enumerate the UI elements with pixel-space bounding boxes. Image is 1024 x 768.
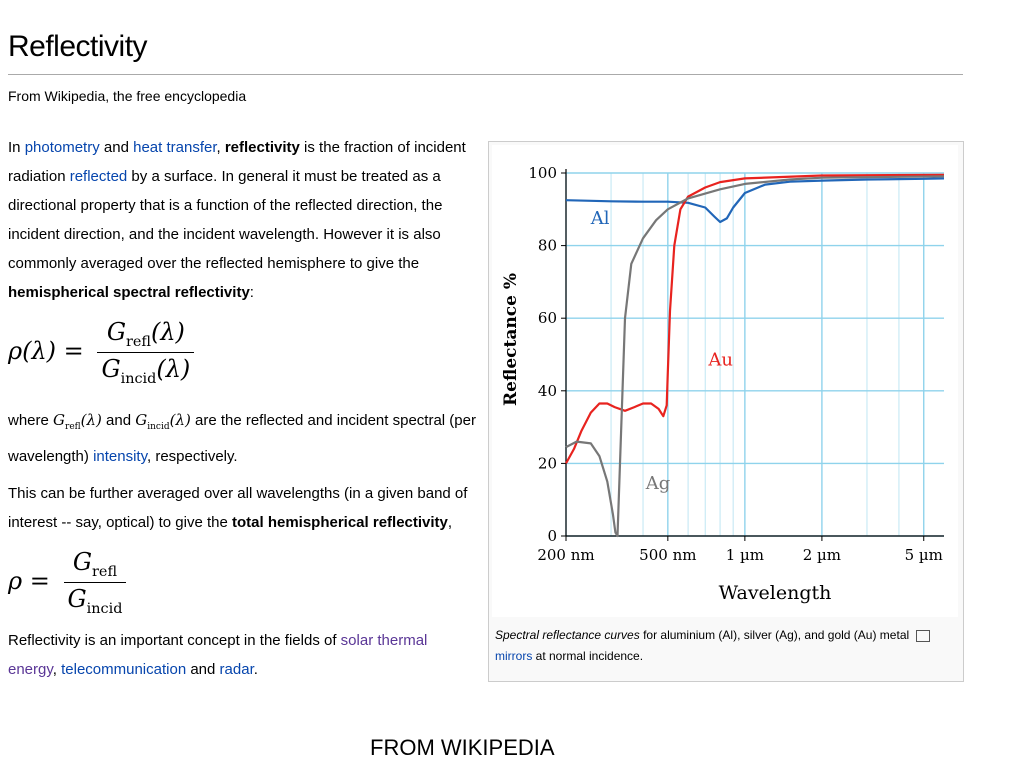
title-divider xyxy=(8,74,963,75)
reflectance-chart: 0 20 40 60 80 100 200 nm 500 nm 1 µm 2 µm 5 µm Wave… xyxy=(501,164,945,604)
figure-thumbnail: 0 20 40 60 80 100 200 nm 500 nm 1 µm 2 µm 5 µm Wave… xyxy=(488,141,964,682)
chart-axes: 0 20 40 60 80 100 200 nm 500 nm 1 µm 2 µm 5 µm Wave… xyxy=(501,164,944,604)
x-tick-label: 500 nm xyxy=(639,546,696,564)
series-line-al xyxy=(565,177,945,224)
closing-paragraph: Reflectivity is an important concept in … xyxy=(8,632,428,678)
series-label-al: Al xyxy=(590,208,610,229)
series-label-au: Au xyxy=(707,349,733,370)
page-title: Reflectivity xyxy=(8,30,148,63)
footer-caption: FROM WIKIPEDIA xyxy=(370,735,555,760)
link-reflected[interactable]: reflected xyxy=(69,168,128,185)
term-hemispherical-spectral-reflectivity: hemispherical spectral reflectivity xyxy=(8,284,250,301)
x-tick-label: 5 µm xyxy=(905,546,943,564)
link-telecommunication[interactable]: telecommunication xyxy=(61,661,187,678)
link-radar[interactable]: radar xyxy=(219,661,254,678)
chart-series xyxy=(565,173,945,538)
series-line-au xyxy=(565,173,945,464)
figure-image[interactable]: 0 20 40 60 80 100 200 nm 500 nm 1 µm 2 µm 5 µm Wave… xyxy=(492,145,958,617)
average-paragraph: This can be further averaged over all wa… xyxy=(8,485,468,531)
intro-paragraph: In photometry and heat transfer, reflect… xyxy=(8,139,466,301)
link-mirrors[interactable]: mirrors xyxy=(495,649,533,663)
link-solar-thermal-energy[interactable]: solar thermal energy xyxy=(8,632,428,678)
x-tick-label: 1 µm xyxy=(726,546,764,564)
y-tick-label: 60 xyxy=(538,309,557,327)
term-reflectivity: reflectivity xyxy=(224,139,300,156)
formula-total-reflectivity: ρ = Grefl Gincid xyxy=(8,548,127,617)
x-tick-label: 200 nm xyxy=(537,546,594,564)
formula-spectral-reflectivity: ρ(λ) = Grefl(λ) Gincid(λ) xyxy=(8,318,195,387)
y-tick-label: 80 xyxy=(538,237,557,255)
link-photometry[interactable]: photometry xyxy=(24,139,100,156)
where-paragraph: where Grefl(λ) and Gincid(λ) are the ref… xyxy=(8,411,476,465)
y-tick-label: 20 xyxy=(538,454,557,472)
chart-labels: Al Au Ag xyxy=(590,208,733,494)
magnify-clip-icon[interactable] xyxy=(915,629,930,642)
y-tick-label: 0 xyxy=(547,527,557,545)
y-axis-label: Reflectance % xyxy=(501,273,521,406)
figure-caption: Spectral reflectance curves for aluminiu… xyxy=(495,625,955,667)
tagline: From Wikipedia, the free encyclopedia xyxy=(8,88,247,104)
x-axis-label: Wavelength xyxy=(719,582,832,604)
x-tick-label: 2 µm xyxy=(803,546,841,564)
series-line-ag xyxy=(565,175,945,538)
series-label-ag: Ag xyxy=(645,473,671,494)
y-tick-label: 40 xyxy=(538,382,557,400)
y-tick-label: 100 xyxy=(528,164,557,182)
link-heat-transfer[interactable]: heat transfer xyxy=(133,139,217,156)
link-intensity[interactable]: intensity xyxy=(93,448,147,465)
term-total-hemispherical-reflectivity: total hemispherical reflectivity xyxy=(231,514,448,531)
